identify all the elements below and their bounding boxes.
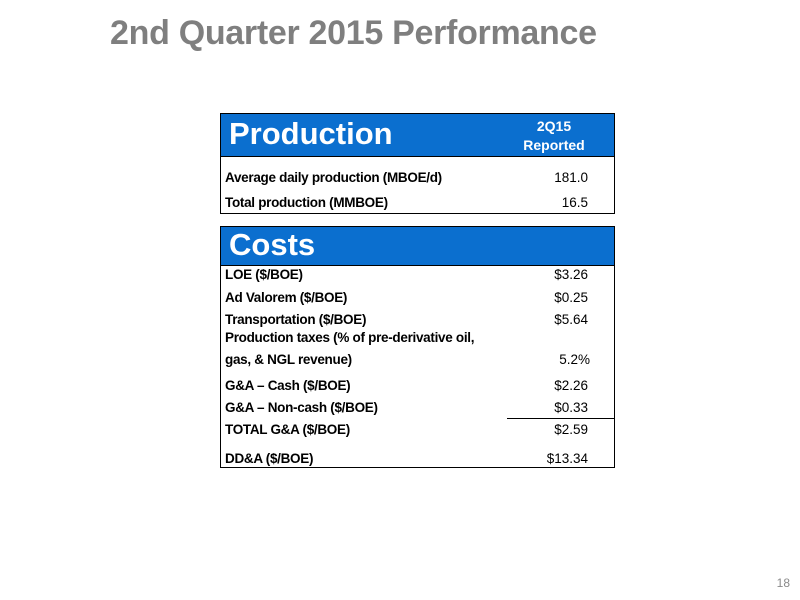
production-table: Production 2Q15 Reported Average daily p… — [220, 113, 615, 214]
costs-table: Costs LOE ($/BOE) $3.26 Ad Valorem ($/BO… — [220, 226, 615, 468]
production-title: Production — [229, 116, 393, 151]
row-label: TOTAL G&A ($/BOE) — [225, 422, 350, 437]
row-label: DD&A ($/BOE) — [225, 451, 314, 466]
row-value: 181.0 — [554, 170, 588, 185]
row-value: $2.59 — [554, 422, 588, 437]
row-label: Average daily production (MBOE/d) — [225, 170, 442, 185]
total-divider — [507, 418, 615, 419]
row-label: Transportation ($/BOE) — [225, 312, 367, 327]
row-label: Production taxes (% of pre-derivative oi… — [225, 330, 475, 345]
row-value: $3.26 — [554, 267, 588, 282]
row-label-continued: gas, & NGL revenue) — [225, 352, 352, 367]
row-value: $0.33 — [554, 400, 588, 415]
production-header: Production 2Q15 Reported — [221, 114, 614, 157]
row-value: 16.5 — [561, 195, 588, 210]
row-value: $5.64 — [554, 312, 588, 327]
row-label: G&A – Non-cash ($/BOE) — [225, 400, 378, 415]
costs-title: Costs — [229, 227, 316, 262]
row-label: LOE ($/BOE) — [225, 267, 303, 282]
column-header-status: Reported — [523, 137, 585, 153]
row-label: Ad Valorem ($/BOE) — [225, 290, 348, 305]
row-value: $13.34 — [546, 451, 588, 466]
row-value: $0.25 — [554, 290, 588, 305]
page-number: 18 — [776, 576, 790, 590]
row-value: $2.26 — [554, 378, 588, 393]
column-header: 2Q15 Reported — [514, 117, 594, 155]
column-header-period: 2Q15 — [536, 118, 572, 134]
row-label: G&A – Cash ($/BOE) — [225, 378, 351, 393]
costs-header: Costs — [221, 227, 614, 266]
row-label: Total production (MMBOE) — [225, 195, 388, 210]
row-value: 5.2% — [559, 352, 590, 367]
slide-title: 2nd Quarter 2015 Performance — [110, 14, 597, 52]
